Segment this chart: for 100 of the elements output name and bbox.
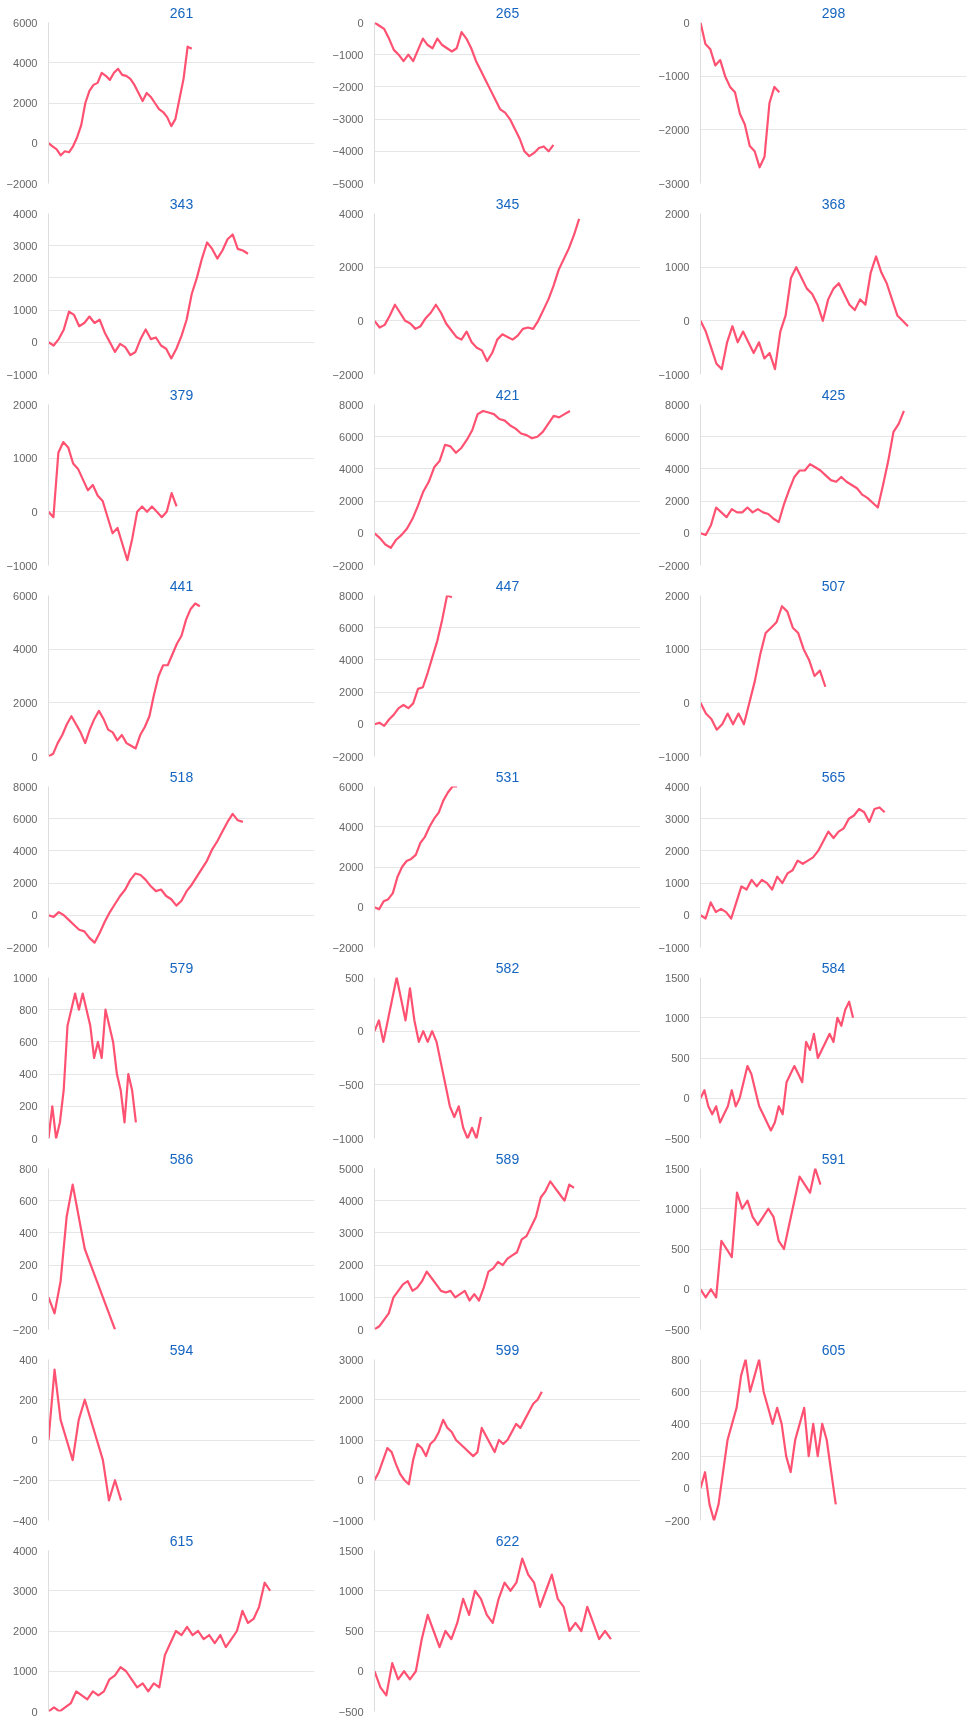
y-tick-label: 1000	[13, 971, 38, 984]
chart-title: 421	[495, 386, 520, 403]
y-tick-label: −1000	[332, 1514, 364, 1527]
y-tick-label: −3000	[658, 177, 690, 190]
y-tick-label: 8000	[339, 589, 364, 602]
line-series	[374, 22, 555, 158]
y-tick-label: 2000	[13, 97, 38, 109]
y-tick-label: 2000	[665, 844, 690, 857]
y-tick-label: −4000	[332, 145, 364, 158]
y-tick-label: −1000	[332, 1132, 364, 1145]
y-tick-label: −2000	[6, 941, 38, 954]
y-tick-label: 3000	[339, 1353, 364, 1366]
y-tick-label: 4000	[339, 462, 364, 475]
y-tick-label: 0	[683, 909, 690, 922]
y-tick-label: 1000	[13, 452, 38, 465]
y-tick-label: 0	[683, 1092, 690, 1105]
y-tick-label: 0	[31, 1291, 38, 1304]
line-series	[700, 806, 886, 920]
line-series	[48, 440, 178, 562]
line-series	[48, 233, 250, 360]
y-tick-label: 8000	[665, 398, 690, 411]
y-tick-label: 400	[671, 1417, 690, 1430]
chart-title: 345	[495, 195, 520, 212]
y-tick-label: 800	[19, 1162, 38, 1175]
y-tick-label: 1000	[665, 877, 690, 890]
y-tick-label: 6000	[339, 780, 364, 793]
line-series	[48, 812, 244, 944]
line-series	[48, 992, 137, 1139]
y-tick-label: 1500	[339, 1544, 364, 1557]
y-tick-label: 0	[357, 1474, 364, 1487]
y-tick-label: 8000	[339, 398, 364, 411]
y-tick-label: −500	[338, 1078, 364, 1091]
line-series	[48, 45, 193, 157]
y-tick-label: 0	[31, 137, 38, 150]
y-tick-label: 0	[683, 16, 690, 29]
y-tick-label: 1000	[665, 261, 690, 274]
chart-title: 343	[169, 195, 194, 212]
y-tick-label: 0	[357, 1665, 364, 1678]
y-tick-label: 4000	[13, 207, 38, 220]
y-tick-label: −2000	[658, 123, 690, 136]
y-tick-label: 500	[671, 1052, 690, 1064]
chart-title: 531	[495, 768, 520, 785]
y-tick-label: 6000	[339, 430, 364, 443]
y-tick-label: −200	[664, 1514, 690, 1527]
line-series	[374, 1180, 576, 1330]
y-tick-label: 1000	[665, 1202, 690, 1215]
y-tick-label: 1000	[665, 1011, 690, 1024]
y-tick-label: 600	[19, 1194, 38, 1207]
y-tick-label: 8000	[13, 780, 38, 793]
y-tick-label: 4000	[665, 462, 690, 475]
chart-title: 605	[821, 1341, 846, 1358]
line-series	[374, 1390, 543, 1486]
y-tick-label: 2000	[665, 495, 690, 508]
y-tick-label: 6000	[339, 621, 364, 634]
y-tick-label: 4000	[13, 844, 38, 857]
y-tick-label: 4000	[13, 56, 38, 69]
line-series	[374, 217, 581, 363]
y-tick-label: 5000	[339, 1162, 364, 1175]
chart-title: 594	[169, 1341, 194, 1358]
y-tick-label: 0	[357, 718, 364, 731]
y-tick-label: 0	[357, 1323, 364, 1336]
chart-title: 582	[495, 959, 520, 976]
y-tick-label: 0	[31, 1132, 38, 1145]
y-tick-label: 4000	[339, 207, 364, 220]
chart-title: 591	[821, 1150, 846, 1167]
y-tick-label: −200	[12, 1323, 38, 1336]
y-tick-label: 0	[31, 909, 38, 922]
y-tick-label: 0	[357, 314, 364, 327]
y-tick-label: 1000	[339, 1584, 364, 1597]
y-tick-label: 0	[31, 1705, 38, 1718]
line-series	[374, 595, 453, 728]
y-tick-label: 6000	[13, 589, 38, 602]
y-tick-label: −200	[12, 1474, 38, 1487]
y-tick-label: 1000	[339, 1291, 364, 1304]
y-tick-label: −1000	[658, 941, 690, 954]
y-tick-label: 500	[671, 1243, 690, 1255]
y-tick-label: −3000	[332, 113, 364, 126]
y-tick-label: 800	[19, 1003, 38, 1016]
y-tick-label: 2000	[339, 495, 364, 508]
y-tick-label: 2000	[339, 1259, 364, 1272]
chart-title: 599	[495, 1341, 520, 1358]
y-tick-label: −2000	[658, 559, 690, 572]
chart-title: 615	[169, 1532, 194, 1549]
y-tick-label: 2000	[665, 207, 690, 220]
y-tick-label: 2000	[339, 261, 364, 274]
chart-title: 589	[495, 1150, 520, 1167]
y-tick-label: 0	[357, 901, 364, 914]
chart-title: 425	[821, 386, 846, 403]
y-tick-label: 0	[683, 1482, 690, 1495]
y-tick-label: 3000	[339, 1226, 364, 1239]
line-series	[700, 1000, 855, 1132]
y-tick-label: 0	[357, 1025, 364, 1038]
y-tick-label: 500	[345, 1625, 364, 1637]
line-series	[374, 977, 482, 1139]
line-series	[374, 409, 572, 549]
y-tick-label: 0	[683, 696, 690, 709]
y-tick-label: −1000	[658, 750, 690, 763]
chart-title: 441	[169, 577, 194, 594]
line-series	[700, 1359, 837, 1521]
chart-title: 261	[169, 4, 194, 21]
